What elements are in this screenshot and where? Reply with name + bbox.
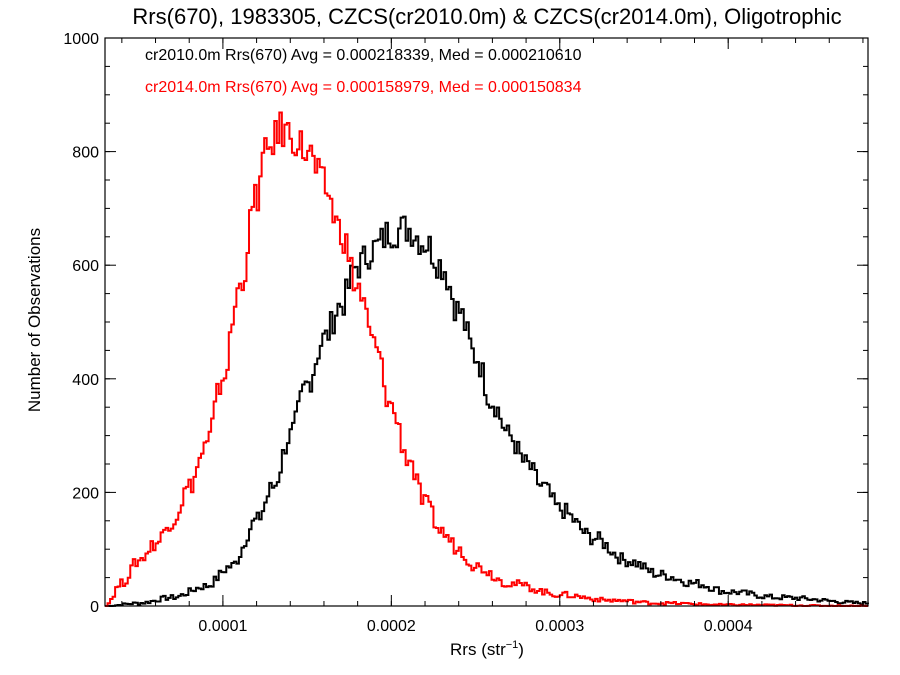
x-axis-label-base: Rrs (str — [450, 640, 506, 659]
y-tick-label: 0 — [90, 599, 99, 616]
x-axis-label-close: ) — [518, 640, 524, 659]
y-tick-label: 200 — [72, 485, 99, 502]
series-line-cr2014.0m — [105, 111, 868, 607]
x-tick-label: 0.0004 — [704, 618, 753, 635]
chart-title: Rrs(670), 1983305, CZCS(cr2010.0m) & CZC… — [132, 4, 841, 29]
x-tick-label: 0.0002 — [367, 618, 416, 635]
x-tick-label: 0.0001 — [198, 618, 247, 635]
x-axis-label-exponent: −1 — [506, 639, 519, 651]
plot-area: 0.0001 0.0002 0.0003 0.0004 0 200 400 600 800 100… — [63, 31, 869, 635]
y-tick-label: 400 — [72, 372, 99, 389]
y-tick-label: 800 — [72, 145, 99, 162]
legend-entry-cr2014: cr2014.0m Rrs(670) Avg = 0.000158979, Me… — [145, 79, 582, 96]
y-axis-label: Number of Observations — [25, 228, 44, 412]
series-line-cr2010.0m — [105, 215, 869, 607]
legend-entry-cr2010: cr2010.0m Rrs(670) Avg = 0.000218339, Me… — [145, 47, 582, 64]
axes-frame — [104, 37, 869, 607]
x-tick-label: 0.0003 — [535, 618, 584, 635]
x-axis-label: Rrs (str−1) — [450, 639, 524, 659]
y-tick-label: 600 — [72, 258, 99, 275]
y-tick-label: 1000 — [63, 31, 99, 48]
